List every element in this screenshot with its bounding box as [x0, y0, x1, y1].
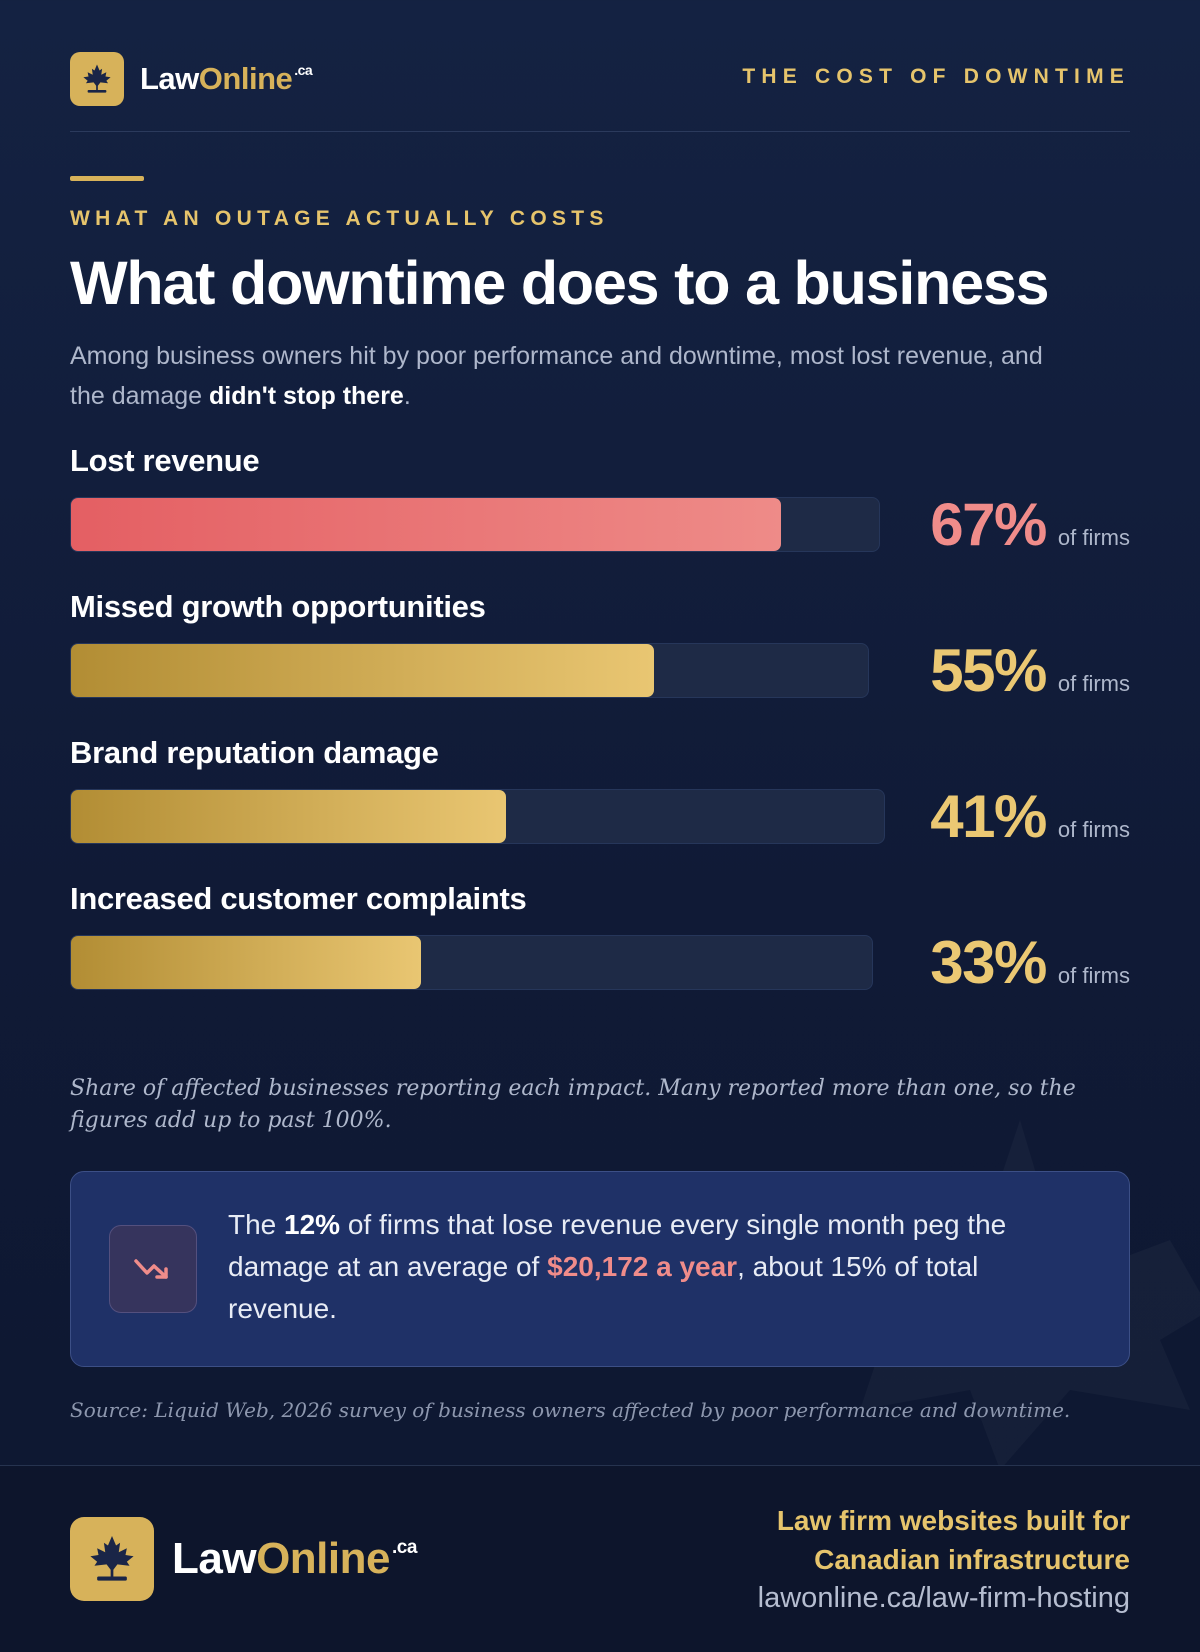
bar-row: Brand reputation damage 41% of firms: [70, 735, 1130, 865]
footer-tagline-line-1: Law firm websites built for: [776, 1505, 1130, 1536]
callout-text: The 12% of firms that lose revenue every…: [228, 1204, 1088, 1330]
brand-wordmark: LawOnline .ca: [140, 61, 313, 97]
header-divider: [70, 131, 1130, 132]
maple-leaf-logo-icon: [70, 52, 124, 106]
bar-track: [70, 643, 869, 698]
chart-footnote: Share of affected businesses reporting e…: [70, 1076, 1076, 1133]
footer-url-link[interactable]: lawonline.ca/law-firm-hosting: [757, 1582, 1130, 1614]
brand-law: Law: [140, 61, 199, 96]
revenue-callout: The 12% of firms that lose revenue every…: [70, 1171, 1130, 1367]
bar-unit-label: of firms: [1057, 963, 1130, 988]
bar-value: 55% of firms: [930, 641, 1130, 701]
bar-label: Increased customer complaints: [70, 881, 527, 916]
footer-brand-law: Law: [172, 1534, 257, 1583]
bar-label: Missed growth opportunities: [70, 589, 486, 624]
callout-percent: 12%: [284, 1209, 341, 1240]
footer-brand-logo[interactable]: LawOnline .ca: [70, 1517, 417, 1601]
bar-track: [70, 789, 885, 844]
subtitle: Among business owners hit by poor perfor…: [70, 336, 1050, 416]
brand-online: Online: [198, 61, 293, 96]
bar-track: [70, 497, 880, 552]
footer: LawOnline .ca Law firm websites built for…: [0, 1465, 1200, 1652]
bar-track: [70, 935, 873, 990]
bar-value-label: 33%: [930, 929, 1047, 996]
footer-tagline-line-2: Canadian infrastructure: [814, 1544, 1130, 1575]
bar-value-label: 41%: [930, 783, 1047, 850]
bar-fill: [71, 936, 421, 989]
bar-unit-label: of firms: [1057, 525, 1130, 550]
bar-row: Missed growth opportunities 55% of firms: [70, 589, 1130, 719]
brand-logo[interactable]: LawOnline .ca: [70, 52, 313, 106]
bar-value: 33% of firms: [930, 933, 1130, 993]
callout-part-3: , about 15% of total revenue.: [228, 1251, 979, 1324]
eyebrow: WHAT AN OUTAGE ACTUALLY COSTS: [70, 207, 609, 230]
maple-leaf-logo-icon: [70, 1517, 154, 1601]
infographic: LawOnline .ca THE COST OF DOWNTIME WHAT A…: [70, 0, 1130, 1465]
subtitle-emphasis: didn't stop there: [209, 382, 404, 410]
bar-value: 67% of firms: [930, 495, 1130, 555]
footer-tagline: Law firm websites built for Canadian inf…: [777, 1501, 1130, 1579]
bar-row: Increased customer complaints 33% of firms: [70, 881, 1130, 1011]
footer-brand-wordmark: LawOnline .ca: [172, 1534, 417, 1584]
footer-brand-tld: .ca: [391, 1537, 417, 1558]
bar-fill: [71, 498, 782, 551]
source-note: Source: Liquid Web, 2026 survey of busin…: [70, 1398, 1071, 1422]
brand-tld: .ca: [294, 62, 313, 78]
bar-unit-label: of firms: [1057, 671, 1130, 696]
callout-part-1: The: [228, 1209, 285, 1240]
bar-value: 41% of firms: [930, 787, 1130, 847]
bar-unit-label: of firms: [1057, 817, 1130, 842]
callout-part-2: of firms that lose revenue every single …: [228, 1209, 1007, 1282]
bar-label: Brand reputation damage: [70, 735, 439, 770]
bar-fill: [71, 644, 654, 697]
bar-fill: [71, 790, 506, 843]
bar-label: Lost revenue: [70, 443, 260, 478]
header: LawOnline .ca THE COST OF DOWNTIME: [70, 50, 1130, 106]
footer-brand-online: Online: [256, 1534, 390, 1583]
bar-value-label: 55%: [930, 637, 1047, 704]
bar-row: Lost revenue 67% of firms: [70, 443, 1130, 573]
subtitle-end: .: [403, 382, 411, 410]
accent-line: [70, 176, 144, 181]
callout-amount: $20,172 a year: [547, 1251, 738, 1282]
trend-down-icon: [109, 1225, 197, 1313]
bar-value-label: 67%: [930, 491, 1047, 558]
header-tagline: THE COST OF DOWNTIME: [742, 65, 1130, 88]
subtitle-text: Among business owners hit by poor perfor…: [70, 342, 1043, 410]
page-title: What downtime does to a business: [70, 249, 1050, 317]
